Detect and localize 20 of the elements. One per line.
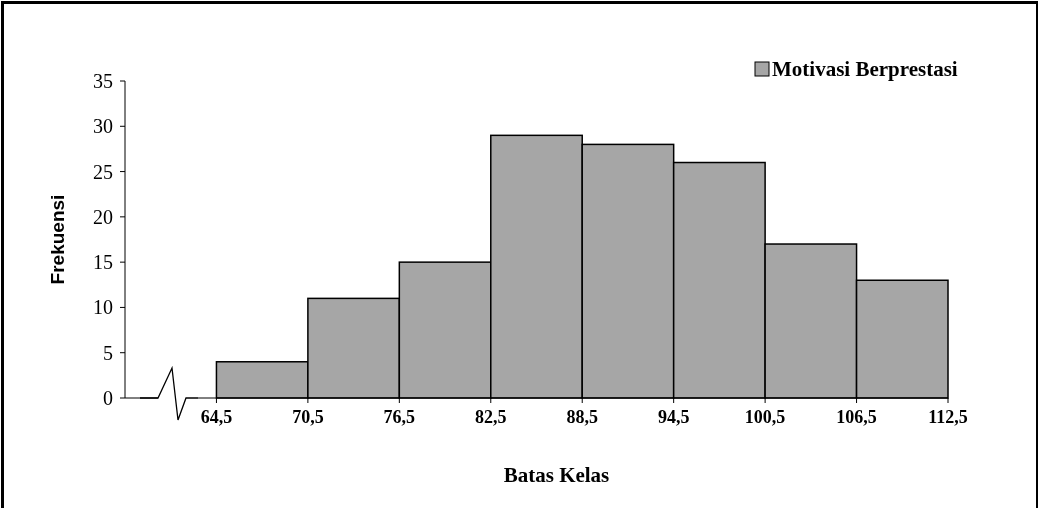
x-tick-label: 88,5 — [566, 407, 598, 427]
y-tick-label: 25 — [93, 160, 113, 183]
x-tick-label: 100,5 — [744, 407, 786, 427]
y-tick-label: 5 — [103, 341, 113, 364]
y-tick-label: 10 — [93, 296, 113, 319]
y-tick-label: 35 — [93, 70, 113, 92]
x-tick-label: 82,5 — [475, 407, 507, 427]
x-tick-label: 64,5 — [200, 407, 233, 427]
y-tick-label: 20 — [93, 205, 113, 228]
y-tick-label: 0 — [103, 387, 113, 409]
x-tick-label: 76,5 — [383, 407, 416, 427]
x-tick-label: 94,5 — [657, 407, 690, 427]
x-tick-label: 112,5 — [928, 407, 968, 427]
legend-label: Motivasi Berprestasi — [772, 57, 958, 81]
x-tick-label: 106,5 — [836, 407, 877, 427]
y-tick-label: 15 — [93, 251, 113, 274]
x-tick-label: 70,5 — [292, 407, 324, 427]
x-axis-title: Batas Kelas — [503, 463, 610, 487]
y-tick-label: 30 — [93, 115, 113, 138]
y-axis-title: Frekuensi — [47, 194, 68, 285]
